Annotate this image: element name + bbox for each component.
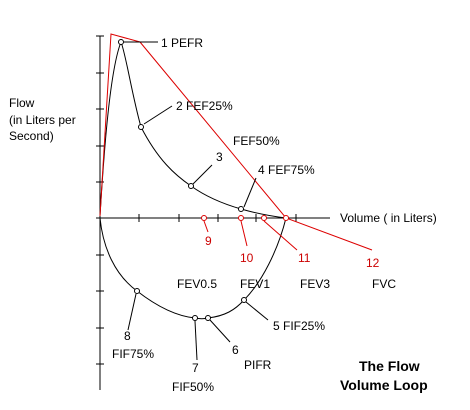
label-10-fev1: FEV1 xyxy=(240,277,270,291)
marker-6-pifr xyxy=(205,315,211,321)
label-6-num: 6 xyxy=(232,343,239,357)
label-8-fif75: FIF75% xyxy=(112,347,154,361)
marker-9-fev05 xyxy=(201,215,207,221)
label-6-pifr: PIFR xyxy=(244,358,272,372)
marker-5-fif25 xyxy=(241,297,247,303)
label-7-fif50: FIF50% xyxy=(172,380,214,394)
label-5-fif25: 5 FIF25% xyxy=(273,319,325,333)
diagram-title-line-1: The Flow xyxy=(359,358,420,374)
inspiratory-curve xyxy=(99,217,287,320)
x-axis-label: Volume ( in Liters) xyxy=(340,211,437,225)
marker-4-fef75 xyxy=(238,206,244,212)
label-4-fef75: 4 FEF75% xyxy=(258,163,315,177)
label-11-fev3: FEV3 xyxy=(300,277,330,291)
label-10-num: 10 xyxy=(240,251,254,265)
y-axis-label-line-2: (in Liters per xyxy=(9,113,76,127)
expiratory-markers xyxy=(118,39,244,212)
label-9-fev05: FEV0.5 xyxy=(177,277,217,291)
marker-7-fif50 xyxy=(192,315,198,321)
label-12-fvc: FVC xyxy=(372,277,396,291)
marker-2-fef25 xyxy=(138,124,144,130)
label-9-num: 9 xyxy=(205,234,212,248)
marker-10-fev1 xyxy=(238,215,244,221)
marker-12-fvc xyxy=(283,215,289,221)
marker-1-pefr xyxy=(118,39,124,45)
marker-3-fef50 xyxy=(188,183,194,189)
marker-8-fif75 xyxy=(134,288,140,294)
y-axis-label-line-3: Second) xyxy=(9,129,54,143)
diagram-title-line-2: Volume Loop xyxy=(340,377,428,393)
label-8-num: 8 xyxy=(124,329,131,343)
label-3-fef50: FEF50% xyxy=(233,134,280,148)
y-axis-label-line-1: Flow xyxy=(9,96,35,110)
leader-lines xyxy=(124,41,269,361)
expiratory-curve xyxy=(99,40,287,219)
label-2-fef25: 2 FEF25% xyxy=(176,99,233,113)
label-7-num: 7 xyxy=(192,361,199,375)
x-axis-ticks xyxy=(138,214,297,222)
inspiratory-markers xyxy=(134,288,247,321)
label-12-num: 12 xyxy=(366,256,380,270)
label-1-pefr: 1 PEFR xyxy=(161,36,203,50)
label-11-num: 11 xyxy=(298,251,311,265)
y-axis-ticks xyxy=(96,35,104,365)
volume-markers xyxy=(201,215,289,221)
label-3-num: 3 xyxy=(216,150,223,164)
leader-lines-red xyxy=(203,220,298,251)
marker-11-fev3 xyxy=(261,215,267,221)
